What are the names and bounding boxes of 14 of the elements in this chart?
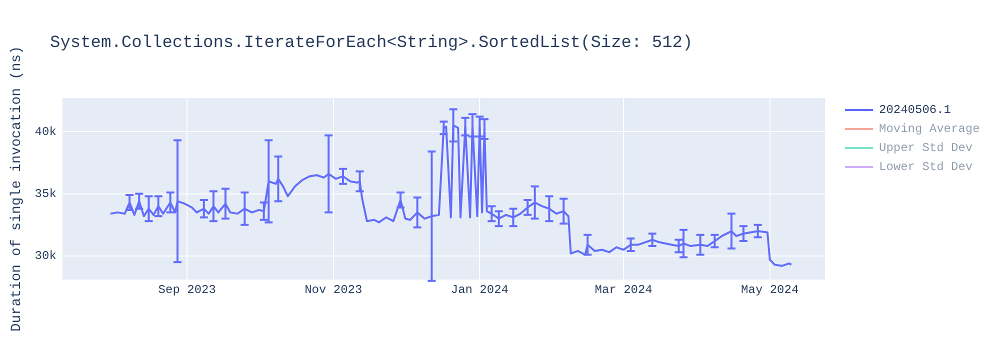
y-tick-label: 35k [34, 186, 56, 201]
x-tick-label: Jan 2024 [450, 282, 508, 297]
legend-label: Moving Average [879, 122, 980, 136]
x-tick-label: Sep 2023 [158, 282, 216, 297]
chart-title: System.Collections.IterateForEach<String>.SortedList(Size: 512) [50, 34, 693, 53]
x-tick-label: May 2024 [741, 282, 799, 297]
x-tick-label: Nov 2023 [304, 282, 362, 297]
y-axis-title: Duration of single invocation (ns) [9, 46, 26, 332]
x-tick-label: Mar 2024 [594, 282, 652, 297]
y-tick-label: 30k [34, 249, 56, 264]
y-tick-label: 40k [34, 124, 56, 139]
legend-label: Lower Std Dev [879, 160, 973, 174]
legend-label: 20240506.1 [879, 102, 952, 116]
legend-label: Upper Std Dev [879, 140, 973, 154]
